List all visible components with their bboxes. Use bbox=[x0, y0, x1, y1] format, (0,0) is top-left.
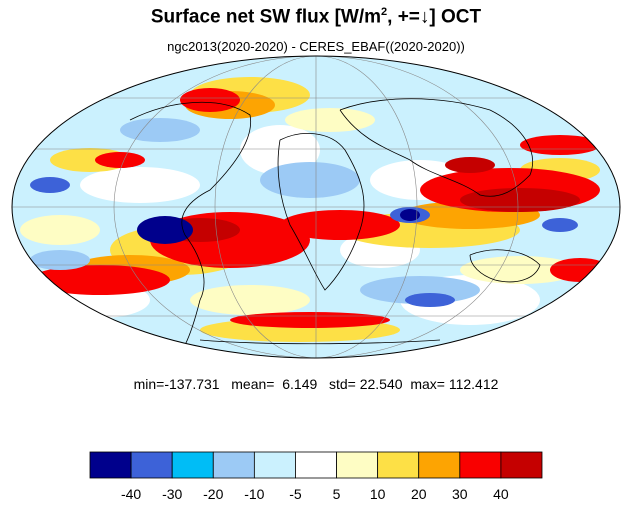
flux-mid-blue-regions bbox=[30, 177, 578, 307]
colorbar-box bbox=[212, 451, 255, 479]
colorbar-tick-label: 40 bbox=[493, 486, 509, 502]
colorbar-box bbox=[171, 451, 214, 479]
colorbar-tick-label: 20 bbox=[411, 486, 427, 502]
colorbar-box bbox=[89, 451, 132, 479]
globe-outline bbox=[11, 55, 621, 359]
colorbar-tick-label: 10 bbox=[370, 486, 386, 502]
colorbar-tick-label: -10 bbox=[244, 486, 264, 502]
colorbar-box bbox=[500, 451, 543, 479]
colorbar-box bbox=[130, 451, 173, 479]
mollweide-map bbox=[11, 55, 621, 359]
colorbar-box bbox=[253, 451, 296, 479]
colorbar-box bbox=[459, 451, 502, 479]
plot-subtitle: ngc2013(2020-2020) - CERES_EBAF((2020-20… bbox=[167, 39, 465, 54]
colorbar-tick-label: -30 bbox=[162, 486, 182, 502]
colorbar-box bbox=[377, 451, 420, 479]
plot-title: Surface net SW flux [W/m2, +=↓] OCT bbox=[150, 6, 482, 28]
colorbar-box bbox=[418, 451, 461, 479]
colorbar-tick-label: -5 bbox=[289, 486, 302, 502]
graticule bbox=[12, 56, 620, 358]
colorbar-tick-label: 5 bbox=[333, 486, 341, 502]
colorbar-tick-label: -40 bbox=[121, 486, 141, 502]
colorbar-boxes bbox=[89, 451, 543, 479]
coastlines bbox=[129, 98, 541, 346]
statistics-line: min=-137.731 mean= 6.149 std= 22.540 max… bbox=[133, 376, 499, 392]
colorbar-box bbox=[336, 451, 379, 479]
colorbar-ticks: -40 -30 -20 -10 -5 5 10 20 30 40 bbox=[121, 486, 509, 502]
colorbar-tick-label: -20 bbox=[203, 486, 223, 502]
colorbar-tick-label: 30 bbox=[452, 486, 468, 502]
colorbar-box bbox=[295, 451, 337, 479]
flux-pale-yellow-regions bbox=[20, 108, 580, 315]
flux-darkblue-regions bbox=[137, 209, 420, 244]
